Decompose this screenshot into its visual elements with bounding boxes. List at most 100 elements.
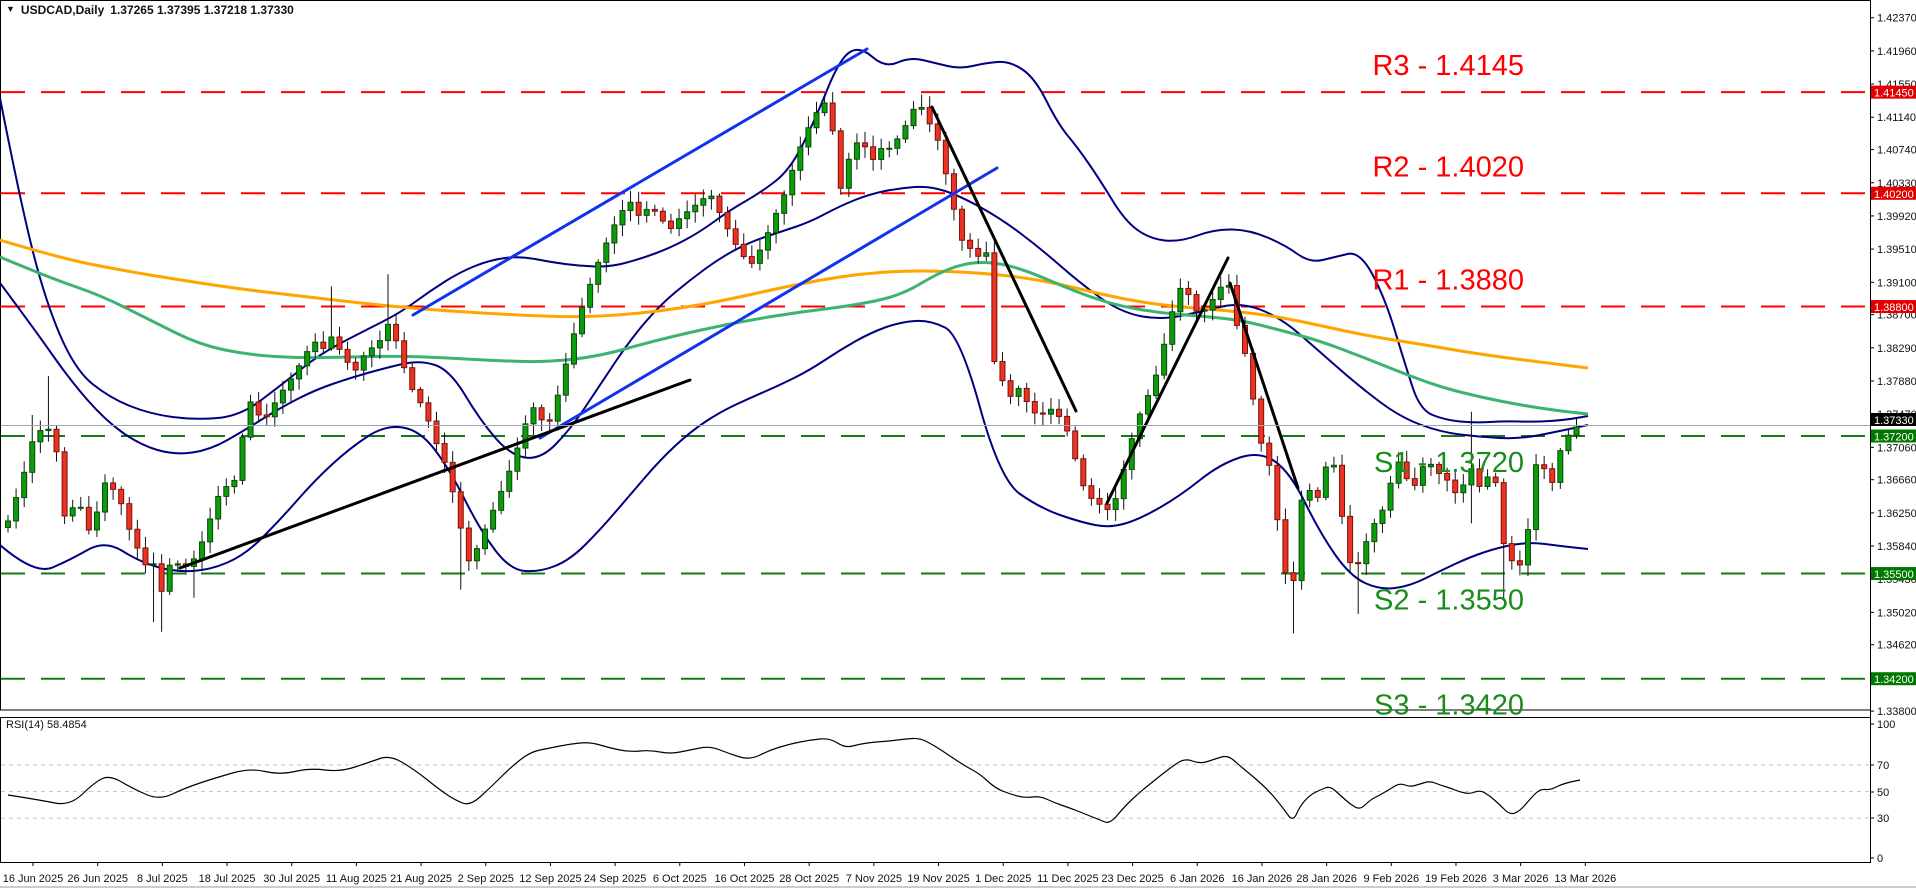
candle-down[interactable]	[433, 420, 440, 445]
candle-up[interactable]	[37, 430, 44, 443]
candle-down[interactable]	[1072, 430, 1079, 460]
candle-up[interactable]	[482, 528, 489, 550]
date-label[interactable]: 11 Dec 2025	[1037, 873, 1099, 885]
candle-up[interactable]	[1169, 311, 1176, 345]
candle-up[interactable]	[1524, 529, 1531, 566]
candle-up[interactable]	[1112, 498, 1119, 511]
candle-up[interactable]	[199, 541, 206, 560]
candle-up[interactable]	[312, 341, 319, 353]
candle-up[interactable]	[384, 323, 391, 342]
date-label[interactable]: 30 Jul 2025	[263, 873, 320, 885]
candle-down[interactable]	[1290, 572, 1297, 582]
candle-up[interactable]	[708, 195, 715, 200]
candle-down[interactable]	[409, 367, 416, 390]
candle-down[interactable]	[1355, 562, 1362, 565]
candle-up[interactable]	[587, 283, 594, 308]
candle-down[interactable]	[1282, 519, 1289, 574]
candle-up[interactable]	[789, 169, 796, 196]
candle-down[interactable]	[724, 211, 731, 230]
candle-down[interactable]	[1500, 482, 1507, 545]
candle-up[interactable]	[530, 407, 537, 425]
candle-down[interactable]	[837, 130, 844, 189]
candle-up[interactable]	[1427, 463, 1434, 468]
candle-up[interactable]	[93, 511, 100, 531]
candle-up[interactable]	[376, 340, 383, 349]
candle-up[interactable]	[910, 108, 917, 127]
candle-up[interactable]	[29, 441, 36, 473]
candle-down[interactable]	[862, 142, 869, 148]
candle-up[interactable]	[514, 447, 521, 472]
candle-down[interactable]	[263, 414, 270, 418]
candle-up[interactable]	[821, 102, 828, 114]
candle-down[interactable]	[1492, 476, 1499, 484]
trendline-uptrend-support[interactable]	[178, 378, 692, 570]
date-label[interactable]: 9 Feb 2026	[1363, 873, 1419, 885]
candle-up[interactable]	[13, 497, 20, 522]
candle-up[interactable]	[894, 138, 901, 149]
candle-up[interactable]	[1533, 464, 1540, 531]
candle-down[interactable]	[336, 336, 343, 350]
candle-up[interactable]	[1047, 408, 1054, 415]
candle-down[interactable]	[352, 361, 359, 371]
candle-up[interactable]	[1217, 286, 1224, 300]
candle-down[interactable]	[1193, 294, 1200, 312]
candle-up[interactable]	[498, 490, 505, 511]
date-label[interactable]: 23 Dec 2025	[1101, 873, 1163, 885]
candle-up[interactable]	[1379, 509, 1386, 525]
date-label[interactable]: 6 Oct 2025	[653, 873, 707, 885]
candle-up[interactable]	[700, 198, 707, 206]
candle-down[interactable]	[1274, 464, 1281, 521]
candle-up[interactable]	[296, 365, 303, 380]
candle-down[interactable]	[959, 208, 966, 241]
candle-up[interactable]	[579, 306, 586, 335]
date-label[interactable]: 11 Aug 2025	[326, 873, 387, 885]
candle-down[interactable]	[991, 252, 998, 363]
candle-down[interactable]	[1258, 398, 1265, 444]
candle-down[interactable]	[85, 506, 92, 531]
candle-up[interactable]	[643, 208, 650, 216]
candle-up[interactable]	[271, 402, 278, 418]
candle-up[interactable]	[328, 336, 335, 349]
candle-up[interactable]	[77, 506, 84, 509]
candle-down[interactable]	[716, 195, 723, 213]
candle-up[interactable]	[918, 107, 925, 110]
candle-down[interactable]	[255, 401, 262, 416]
candle-up[interactable]	[773, 212, 780, 234]
date-label[interactable]: 21 Aug 2025	[390, 873, 452, 885]
candle-down[interactable]	[61, 451, 68, 517]
candle-up[interactable]	[1484, 476, 1491, 487]
candle-up[interactable]	[473, 548, 480, 562]
candle-down[interactable]	[1541, 464, 1548, 470]
candle-up[interactable]	[845, 158, 852, 189]
candle-down[interactable]	[425, 402, 432, 422]
candle-up[interactable]	[506, 470, 513, 492]
candle-down[interactable]	[1411, 478, 1418, 486]
candle-down[interactable]	[934, 123, 941, 141]
candle-up[interactable]	[764, 232, 771, 251]
trend-lines[interactable]	[178, 47, 1300, 570]
candle-up[interactable]	[676, 218, 683, 230]
date-label[interactable]: 6 Jan 2026	[1170, 873, 1224, 885]
candle-down[interactable]	[1403, 461, 1410, 480]
candle-up[interactable]	[627, 201, 634, 212]
candle-down[interactable]	[134, 528, 141, 549]
candle-down[interactable]	[158, 563, 165, 592]
trendline-uptrend-channel-upper[interactable]	[411, 47, 869, 317]
date-label[interactable]: 2 Sep 2025	[458, 873, 514, 885]
date-label[interactable]: 8 Jul 2025	[137, 873, 188, 885]
candle-down[interactable]	[1080, 458, 1087, 487]
candle-up[interactable]	[360, 355, 367, 371]
candle-up[interactable]	[797, 146, 804, 171]
date-label[interactable]: 3 Mar 2026	[1493, 873, 1549, 885]
date-label[interactable]: 12 Sep 2025	[519, 873, 581, 885]
date-label[interactable]: 16 Jun 2025	[3, 873, 64, 885]
candle-up[interactable]	[684, 211, 691, 220]
candle-up[interactable]	[1557, 450, 1564, 483]
candle-up[interactable]	[1298, 499, 1305, 582]
candle-down[interactable]	[1104, 503, 1111, 511]
candle-up[interactable]	[983, 252, 990, 257]
candle-up[interactable]	[554, 394, 561, 422]
candle-down[interactable]	[126, 503, 133, 530]
candle-up[interactable]	[1395, 461, 1402, 484]
